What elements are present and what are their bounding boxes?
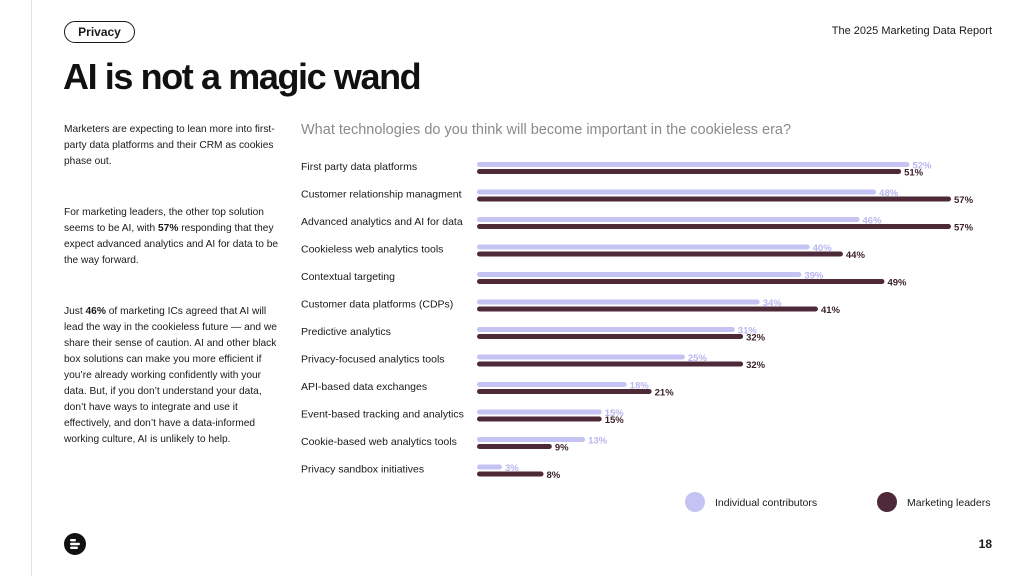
bar-marketing-leaders-contextual-targeting — [477, 279, 885, 284]
data-label-individual-contributors-privacy-sandbox-initiatives: 3% — [505, 463, 519, 474]
legend-swatch-individual-contributors — [685, 492, 705, 512]
data-label-individual-contributors-advanced-analytics-and-ai-for-data: 46% — [863, 216, 883, 227]
body-paragraph-2: For marketing leaders, the other top sol… — [64, 205, 279, 269]
bar-individual-contributors-customer-relationship-managment — [477, 189, 877, 195]
category-label-customer-relationship-managment: Customer relationship managment — [301, 189, 462, 201]
data-label-individual-contributors-cookie-based-web-analytics-tools: 13% — [588, 436, 608, 447]
paragraph-2-highlight: 57% — [158, 223, 179, 234]
category-label-cookieless-web-analytics-tools: Cookieless web analytics tools — [301, 244, 443, 256]
bar-marketing-leaders-predictive-analytics — [477, 334, 744, 339]
data-label-marketing-leaders-predictive-analytics: 32% — [746, 333, 766, 344]
paragraph-3-text-b: of marketing ICs agreed that AI will lea… — [64, 306, 277, 445]
data-label-marketing-leaders-advanced-analytics-and-ai-for-data: 57% — [954, 223, 974, 234]
bar-individual-contributors-cookieless-web-analytics-tools — [477, 244, 810, 250]
data-label-marketing-leaders-event-based-tracking-and-analytics: 15% — [605, 415, 625, 426]
data-label-marketing-leaders-cookieless-web-analytics-tools: 44% — [846, 250, 866, 261]
section-tag: Privacy — [64, 21, 135, 43]
bar-individual-contributors-contextual-targeting — [477, 272, 802, 277]
page-title: AI is not a magic wand — [63, 56, 422, 97]
category-label-predictive-analytics: Predictive analytics — [301, 326, 391, 338]
bar-marketing-leaders-first-party-data-platforms — [477, 169, 902, 174]
legend-label-marketing-leaders: Marketing leaders — [907, 497, 991, 509]
category-label-first-party-data-platforms: First party data platforms — [301, 161, 417, 173]
category-label-advanced-analytics-and-ai-for-data: Advanced analytics and AI for data — [301, 216, 463, 228]
chart-title: What technologies do you think will beco… — [301, 122, 792, 138]
data-label-marketing-leaders-privacy-sandbox-initiatives: 8% — [547, 470, 561, 481]
data-label-marketing-leaders-api-based-data-exchanges: 21% — [655, 388, 675, 399]
bar-marketing-leaders-api-based-data-exchanges — [477, 389, 652, 394]
bar-marketing-leaders-privacy-focused-analytics-tools — [477, 361, 744, 367]
bar-individual-contributors-event-based-tracking-and-analytics — [477, 409, 602, 415]
bar-marketing-leaders-cookie-based-web-analytics-tools — [477, 444, 552, 449]
data-label-marketing-leaders-customer-relationship-managment: 57% — [954, 195, 974, 206]
data-label-marketing-leaders-privacy-focused-analytics-tools: 32% — [746, 360, 766, 371]
data-label-individual-contributors-privacy-focused-analytics-tools: 25% — [688, 353, 708, 364]
paragraph-2-text-b: responding that they expect advanced ana… — [64, 223, 279, 266]
bar-marketing-leaders-event-based-tracking-and-analytics — [477, 416, 602, 422]
data-label-marketing-leaders-cookie-based-web-analytics-tools: 9% — [555, 443, 569, 454]
left-margin-rule — [31, 0, 32, 576]
bar-individual-contributors-advanced-analytics-and-ai-for-data — [477, 217, 860, 222]
data-label-individual-contributors-api-based-data-exchanges: 18% — [630, 381, 650, 392]
bar-individual-contributors-privacy-sandbox-initiatives — [477, 464, 502, 470]
category-label-privacy-sandbox-initiatives: Privacy sandbox initiatives — [301, 464, 424, 476]
data-label-individual-contributors-predictive-analytics: 31% — [738, 326, 758, 337]
body-paragraph-3: Just 46% of marketing ICs agreed that AI… — [64, 304, 279, 448]
bar-individual-contributors-predictive-analytics — [477, 327, 735, 332]
bar-individual-contributors-api-based-data-exchanges — [477, 382, 627, 387]
bar-individual-contributors-privacy-focused-analytics-tools — [477, 354, 685, 360]
legend-swatch-marketing-leaders — [877, 492, 897, 512]
bar-marketing-leaders-privacy-sandbox-initiatives — [477, 471, 544, 477]
bar-marketing-leaders-advanced-analytics-and-ai-for-data — [477, 224, 951, 229]
paragraph-3-highlight: 46% — [85, 306, 106, 317]
data-label-marketing-leaders-first-party-data-platforms: 51% — [904, 168, 924, 179]
bar-individual-contributors-customer-data-platforms-cdps — [477, 299, 760, 305]
category-label-customer-data-platforms-cdps: Customer data platforms (CDPs) — [301, 299, 453, 311]
category-label-privacy-focused-analytics-tools: Privacy-focused analytics tools — [301, 354, 445, 366]
bar-individual-contributors-cookie-based-web-analytics-tools — [477, 437, 586, 442]
legend-label-individual-contributors: Individual contributors — [715, 497, 818, 509]
data-label-individual-contributors-cookieless-web-analytics-tools: 40% — [813, 243, 833, 254]
category-label-api-based-data-exchanges: API-based data exchanges — [301, 381, 427, 393]
brand-logo-icon — [64, 533, 86, 555]
bar-marketing-leaders-customer-data-platforms-cdps — [477, 306, 818, 312]
data-label-individual-contributors-customer-relationship-managment: 48% — [879, 188, 899, 199]
data-label-individual-contributors-first-party-data-platforms: 52% — [912, 161, 932, 172]
page-number: 18 — [978, 537, 992, 551]
bar-individual-contributors-first-party-data-platforms — [477, 162, 910, 167]
paragraph-2-text-a: For marketing leaders, the other top sol… — [64, 207, 264, 234]
bar-marketing-leaders-customer-relationship-managment — [477, 196, 951, 202]
paragraph-1-text: Marketers are expecting to lean more int… — [64, 124, 275, 167]
data-label-individual-contributors-customer-data-platforms-cdps: 34% — [763, 298, 783, 309]
category-label-cookie-based-web-analytics-tools: Cookie-based web analytics tools — [301, 436, 457, 448]
data-label-marketing-leaders-customer-data-platforms-cdps: 41% — [821, 305, 841, 316]
bar-marketing-leaders-cookieless-web-analytics-tools — [477, 251, 843, 257]
category-label-contextual-targeting: Contextual targeting — [301, 271, 395, 283]
data-label-individual-contributors-contextual-targeting: 39% — [804, 271, 824, 282]
body-paragraph-1: Marketers are expecting to lean more int… — [64, 122, 279, 170]
category-label-event-based-tracking-and-analytics: Event-based tracking and analytics — [301, 409, 464, 421]
data-label-individual-contributors-event-based-tracking-and-analytics: 15% — [605, 408, 625, 419]
report-title: The 2025 Marketing Data Report — [831, 25, 992, 37]
paragraph-3-text-a: Just — [64, 306, 86, 317]
data-label-marketing-leaders-contextual-targeting: 49% — [887, 278, 907, 289]
